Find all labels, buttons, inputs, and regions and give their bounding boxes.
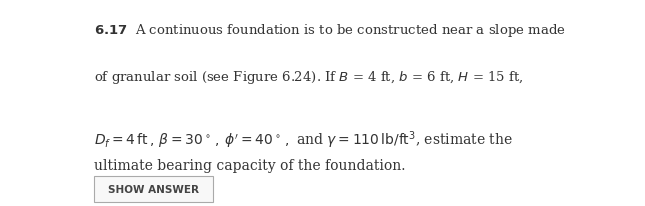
FancyBboxPatch shape	[94, 176, 213, 202]
Text: SHOW ANSWER: SHOW ANSWER	[108, 184, 199, 194]
Text: ultimate bearing capacity of the foundation.: ultimate bearing capacity of the foundat…	[94, 159, 405, 173]
Text: $D_f = 4\,\mathrm{ft}\,,\,\beta = 30^\circ\,,\,\phi^{\prime} = 40^\circ\,,$ and : $D_f = 4\,\mathrm{ft}\,,\,\beta = 30^\ci…	[94, 128, 513, 150]
Text: $\mathbf{6.17}$  A continuous foundation is to be constructed near a slope made: $\mathbf{6.17}$ A continuous foundation …	[94, 22, 565, 39]
Text: of granular soil (see Figure 6.24). If $B$ = 4 ft, $b$ = 6 ft, $H$ = 15 ft,: of granular soil (see Figure 6.24). If $…	[94, 69, 523, 86]
